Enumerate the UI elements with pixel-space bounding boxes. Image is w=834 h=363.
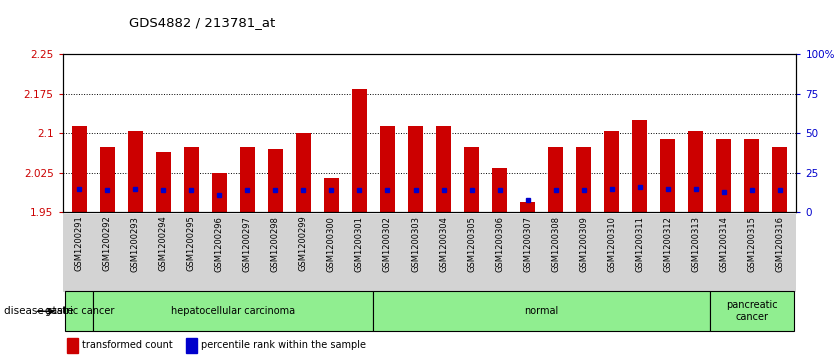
Bar	[379, 126, 395, 212]
Text: GSM1200297: GSM1200297	[243, 216, 252, 272]
Bar	[352, 89, 367, 212]
Bar	[492, 168, 507, 212]
Text: GSM1200303: GSM1200303	[411, 216, 420, 272]
Bar	[575, 147, 591, 212]
Bar	[156, 152, 171, 212]
FancyBboxPatch shape	[374, 291, 710, 331]
Text: GSM1200291: GSM1200291	[75, 216, 84, 272]
Bar	[63, 214, 796, 292]
Text: gastric cancer: gastric cancer	[45, 306, 114, 316]
Bar	[688, 131, 703, 212]
Text: GSM1200298: GSM1200298	[271, 216, 280, 272]
Text: GSM1200311: GSM1200311	[636, 216, 644, 272]
Text: GSM1200310: GSM1200310	[607, 216, 616, 272]
Bar	[239, 147, 255, 212]
Bar	[464, 147, 480, 212]
Bar	[296, 134, 311, 212]
FancyBboxPatch shape	[65, 291, 93, 331]
Text: GSM1200315: GSM1200315	[747, 216, 756, 272]
Text: GSM1200294: GSM1200294	[159, 216, 168, 272]
Bar	[268, 149, 284, 212]
Text: GSM1200292: GSM1200292	[103, 216, 112, 272]
Text: disease state: disease state	[4, 306, 73, 316]
Bar	[100, 147, 115, 212]
Text: GSM1200316: GSM1200316	[775, 216, 784, 272]
Bar	[128, 131, 143, 212]
Bar	[632, 120, 647, 212]
Text: GSM1200295: GSM1200295	[187, 216, 196, 272]
Text: GSM1200305: GSM1200305	[467, 216, 476, 272]
Text: GSM1200313: GSM1200313	[691, 216, 700, 272]
Bar	[72, 126, 87, 212]
Bar	[604, 131, 620, 212]
Text: GSM1200307: GSM1200307	[523, 216, 532, 272]
Text: GSM1200312: GSM1200312	[663, 216, 672, 272]
Bar	[183, 147, 199, 212]
Text: GDS4882 / 213781_at: GDS4882 / 213781_at	[129, 16, 275, 29]
Text: GSM1200314: GSM1200314	[719, 216, 728, 272]
Bar	[660, 139, 676, 212]
Text: transformed count: transformed count	[83, 340, 173, 350]
Text: percentile rank within the sample: percentile rank within the sample	[201, 340, 366, 350]
Text: GSM1200293: GSM1200293	[131, 216, 140, 272]
Bar	[324, 178, 339, 212]
FancyBboxPatch shape	[710, 291, 794, 331]
Text: GSM1200302: GSM1200302	[383, 216, 392, 272]
Text: GSM1200309: GSM1200309	[579, 216, 588, 272]
Text: GSM1200301: GSM1200301	[355, 216, 364, 272]
Bar	[212, 173, 227, 212]
Text: hepatocellular carcinoma: hepatocellular carcinoma	[171, 306, 295, 316]
Bar	[67, 338, 78, 352]
Bar	[716, 139, 731, 212]
Bar	[408, 126, 423, 212]
Text: normal: normal	[525, 306, 559, 316]
Bar	[548, 147, 563, 212]
Bar	[436, 126, 451, 212]
Bar	[520, 202, 535, 212]
Bar	[772, 147, 787, 212]
Text: GSM1200296: GSM1200296	[215, 216, 224, 272]
Text: GSM1200300: GSM1200300	[327, 216, 336, 272]
Text: GSM1200306: GSM1200306	[495, 216, 504, 272]
Text: GSM1200304: GSM1200304	[439, 216, 448, 272]
Text: GSM1200308: GSM1200308	[551, 216, 560, 272]
Bar	[744, 139, 759, 212]
Text: GSM1200299: GSM1200299	[299, 216, 308, 272]
Text: pancreatic
cancer: pancreatic cancer	[726, 301, 777, 322]
FancyBboxPatch shape	[93, 291, 374, 331]
Bar	[186, 338, 197, 352]
